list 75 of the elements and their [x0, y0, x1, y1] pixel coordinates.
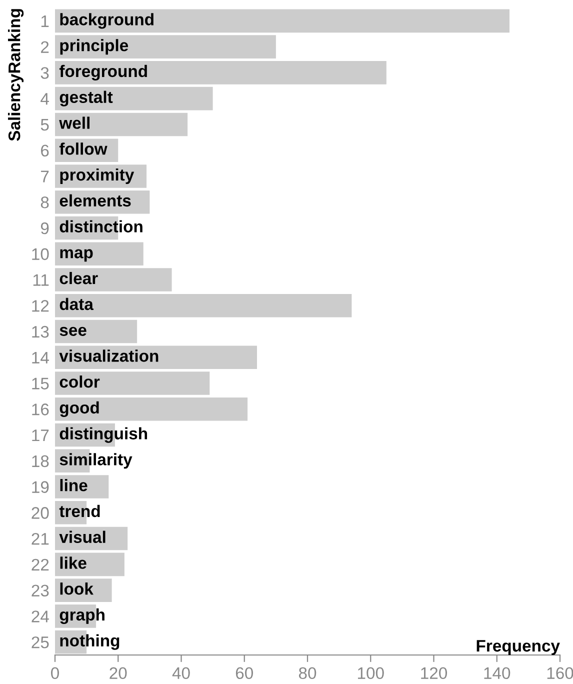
bar	[55, 112, 188, 136]
bar	[55, 552, 124, 576]
bar	[55, 294, 352, 318]
bar	[55, 242, 144, 266]
annotation: good	[60, 401, 99, 417]
annotation: similarity	[60, 453, 132, 469]
y-tick-label: 23	[32, 584, 49, 597]
annotation: look	[60, 582, 94, 595]
x-tick-label: 100	[358, 667, 384, 680]
annotation: color	[60, 375, 100, 388]
annotation: proximity	[60, 168, 134, 184]
y-tick-label: 3	[40, 67, 49, 79]
x-tick-label: 60	[236, 667, 253, 680]
x-tick-label: 140	[484, 667, 510, 680]
annotation: see	[60, 326, 86, 336]
annotation: trend	[59, 504, 100, 518]
x-tick-label: 120	[421, 667, 448, 680]
annotation: gestalt	[60, 90, 113, 106]
annotation: visualization	[59, 350, 158, 362]
y-tick-label: 8	[40, 196, 49, 208]
y-tick-label: 20	[32, 507, 49, 519]
y-tick-label: 22	[32, 558, 49, 570]
y-tick-label: 24	[32, 610, 49, 622]
bar	[55, 320, 138, 344]
annotation: elements	[60, 194, 131, 207]
annotation: follow	[59, 142, 108, 155]
bar	[55, 346, 257, 370]
y-tick-label: 12	[32, 300, 49, 312]
y-tick-label: 1	[41, 16, 49, 27]
x-tick-label: 40	[172, 667, 190, 680]
x-axis-title: Frequency	[476, 640, 560, 655]
y-tick-label: 10	[32, 248, 49, 260]
annotation: graph	[60, 608, 104, 624]
bar	[55, 397, 248, 421]
annotation: background	[60, 13, 154, 29]
bar	[55, 35, 276, 58]
annotation: line	[60, 479, 88, 492]
y-tick-label: 5	[40, 119, 49, 131]
annotation: visual	[59, 530, 106, 544]
bar	[55, 86, 213, 110]
y-tick-label: 16	[32, 404, 49, 416]
bar	[55, 9, 510, 33]
y-tick-label: 9	[40, 222, 49, 234]
y-tick-label: 7	[41, 170, 49, 182]
y-tick-label: 11	[33, 274, 49, 286]
y-tick-label: 25	[32, 636, 49, 648]
y-tick-label: 21	[32, 532, 49, 545]
y-axis-title: SaliencyRanking	[8, 9, 24, 141]
annotation: distinguish	[60, 427, 148, 443]
annotation: distinction	[60, 220, 142, 232]
annotation: principle	[60, 39, 128, 55]
annotation: well	[59, 116, 90, 129]
annotation: map	[60, 249, 93, 262]
annotation: foreground	[59, 64, 147, 81]
y-tick-label: 4	[40, 93, 49, 105]
bar	[55, 475, 109, 498]
bar	[55, 61, 386, 84]
y-tick-label: 17	[32, 430, 49, 442]
y-tick-label: 14	[32, 352, 49, 364]
x-tick-label: 20	[110, 667, 127, 680]
annotation: like	[60, 556, 86, 569]
y-tick-label: 2	[41, 41, 49, 53]
y-tick-label: 6	[41, 144, 49, 157]
annotation: data	[60, 298, 94, 310]
annotation: nothing	[60, 634, 120, 650]
y-tick-label: 15	[32, 378, 49, 390]
bar	[55, 268, 172, 292]
annotation: clear	[60, 272, 98, 284]
bar	[55, 372, 210, 395]
y-tick-label: 13	[32, 326, 49, 338]
y-tick-label: 18	[32, 455, 49, 468]
x-tick-label: 0	[51, 667, 59, 680]
y-tick-label: 19	[32, 481, 49, 493]
x-tick-label: 160	[547, 667, 573, 680]
x-tick-label: 80	[298, 667, 316, 680]
